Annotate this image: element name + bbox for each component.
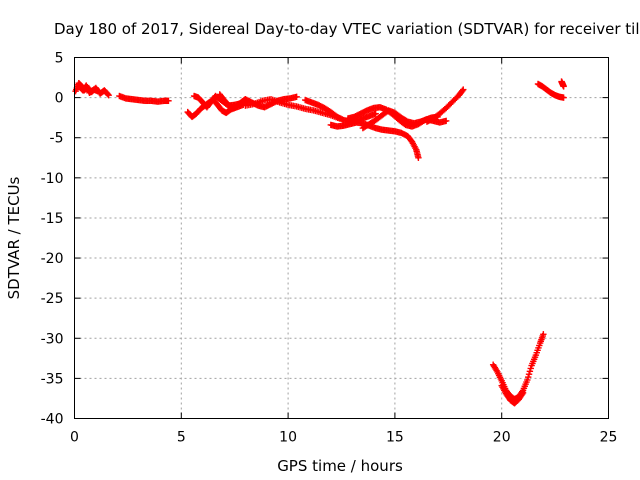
data-point [560,83,567,90]
y-tick-label: 5 [55,51,64,67]
y-tick-label: -10 [41,171,64,187]
data-point [165,97,172,105]
y-tick-label: 0 [55,91,64,107]
axis-ticks: 0 5 10 15 20 25 5 0 -5 -10 -15 -20 -25 -30 -35 -40 [41,51,618,446]
y-tick-label: -15 [41,211,64,227]
y-tick-label: -35 [41,371,64,387]
x-axis-label: GPS time / hours [277,457,403,475]
x-tick-label: 5 [177,430,186,446]
data-point [527,365,534,372]
data-point [519,389,527,397]
data-point [460,86,467,93]
y-tick-label: -20 [41,251,64,267]
x-tick-label: 0 [70,430,79,446]
y-tick-label: -40 [41,412,64,428]
data-point [524,373,532,381]
x-tick-label: 25 [600,430,618,446]
data-point [560,94,567,101]
grid-lines [74,57,609,419]
x-tick-label: 10 [279,430,297,446]
data-point [415,154,422,161]
x-tick-label: 15 [386,430,404,446]
chart-title: Day 180 of 2017, Sidereal Day-to-day VTE… [54,20,640,38]
data-point [525,371,533,378]
y-tick-label: -5 [50,131,64,147]
data-point [459,87,466,94]
data-point [94,87,102,95]
data-point [293,93,300,101]
data-point [524,376,531,384]
data-point [526,368,534,375]
x-tick-label: 20 [493,430,511,446]
y-tick-label: -25 [41,291,64,307]
y-axis-label: SDTVAR / TECUs [5,176,23,299]
data-point [372,110,379,117]
data-point [104,91,112,98]
data-point [105,92,112,99]
data-point [519,390,526,398]
y-tick-label: -30 [41,331,64,347]
data-points [72,78,567,407]
plot-frame [74,57,609,419]
data-point [540,331,547,338]
data-point [442,117,450,125]
